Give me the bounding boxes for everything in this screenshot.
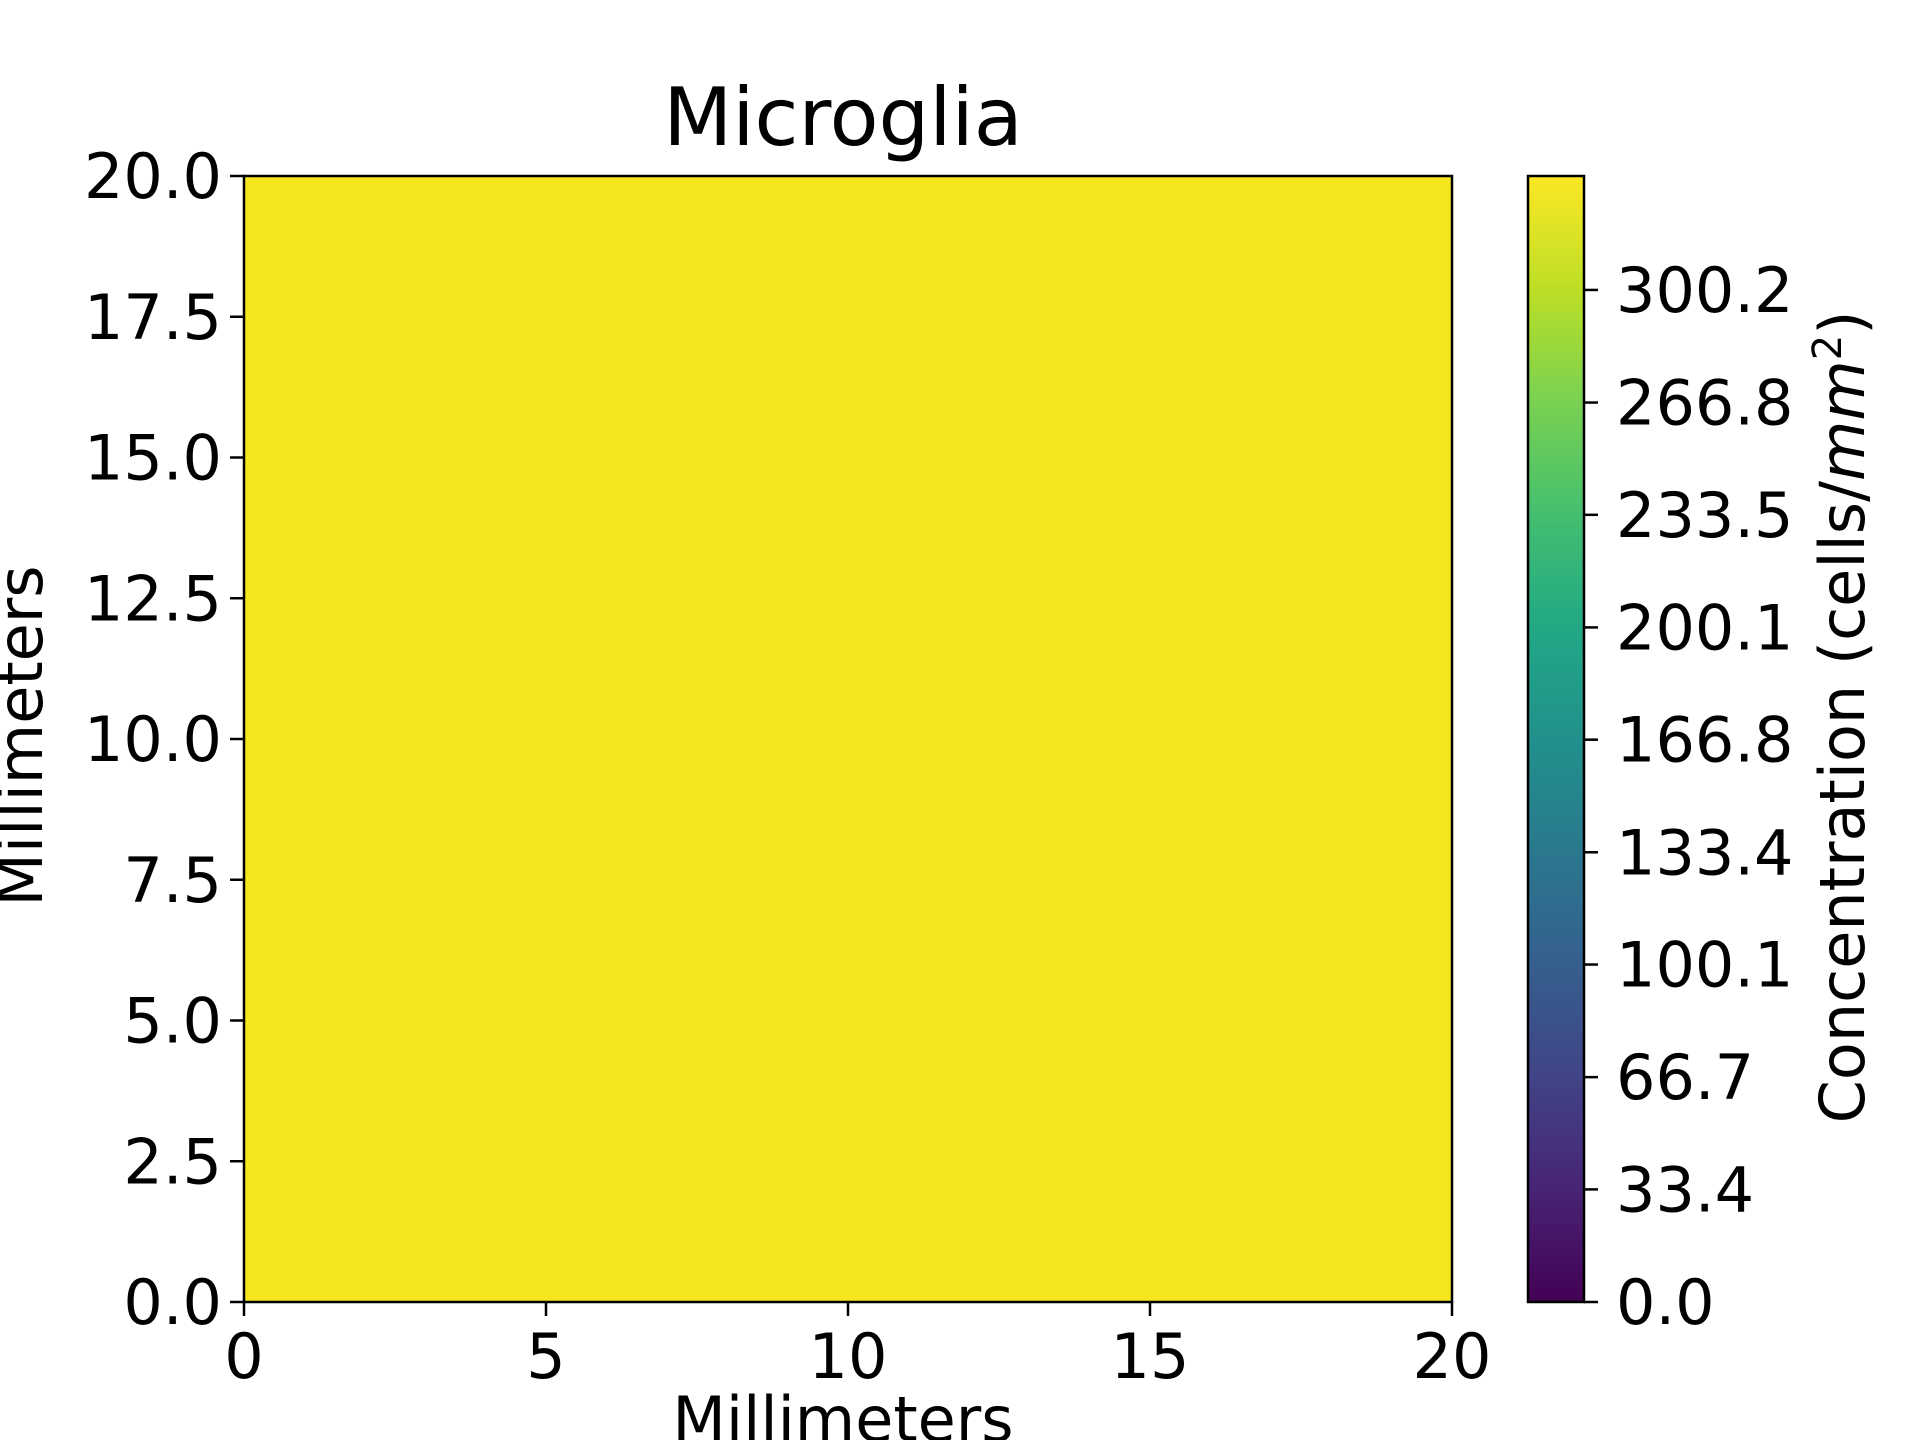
colorbar-tick-label: 266.8 bbox=[1616, 367, 1794, 440]
colorbar-ticks: 0.0 33.4 66.7 100.1 133.4 166.8 200.1 233.5 266.… bbox=[1584, 254, 1794, 1339]
x-tick-label: 0 bbox=[224, 1320, 263, 1393]
colorbar-label: Concentration (cells/mm2) bbox=[1805, 311, 1879, 1124]
y-tick-label: 17.5 bbox=[84, 281, 222, 354]
x-tick-label: 10 bbox=[809, 1320, 888, 1393]
x-tick-label: 5 bbox=[526, 1320, 565, 1393]
colorbar-tick-label: 0.0 bbox=[1616, 1266, 1715, 1339]
colorbar-label-suffix: ) bbox=[1806, 311, 1879, 335]
colorbar-tick-label: 166.8 bbox=[1616, 704, 1794, 777]
y-tick-label: 15.0 bbox=[84, 422, 222, 495]
x-tick-label: 20 bbox=[1413, 1320, 1492, 1393]
x-tick-label: 15 bbox=[1111, 1320, 1190, 1393]
y-tick-label: 10.0 bbox=[84, 703, 222, 776]
colorbar-tick-label: 100.1 bbox=[1616, 929, 1794, 1002]
y-tick-label: 0.0 bbox=[123, 1266, 222, 1339]
heatmap-field bbox=[244, 176, 1452, 1302]
y-tick-label: 2.5 bbox=[123, 1125, 222, 1198]
y-axis-label: Millimeters bbox=[0, 565, 57, 906]
colorbar-tick-label: 133.4 bbox=[1616, 816, 1794, 889]
colorbar-tick-label: 33.4 bbox=[1616, 1153, 1754, 1226]
x-axis-label: Millimeters bbox=[672, 1383, 1013, 1440]
y-axis: 0.0 2.5 5.0 7.5 10.0 12.5 15.0 17.5 20.0 bbox=[84, 140, 244, 1339]
colorbar-tick-label: 200.1 bbox=[1616, 591, 1794, 664]
colorbar-label-prefix: Concentration (cells/ bbox=[1806, 481, 1879, 1123]
plot-area bbox=[242, 174, 1454, 1304]
colorbar-tick-label: 66.7 bbox=[1616, 1041, 1754, 1114]
y-tick-label: 12.5 bbox=[84, 562, 222, 635]
y-tick-label: 5.0 bbox=[123, 985, 222, 1058]
colorbar-tick-label: 300.2 bbox=[1616, 254, 1794, 327]
chart-title: Microglia bbox=[663, 71, 1023, 164]
colorbar: 0.0 33.4 66.7 100.1 133.4 166.8 200.1 233.5 266.… bbox=[1526, 174, 1879, 1339]
colorbar-tick-label: 233.5 bbox=[1616, 479, 1794, 552]
colorbar-label-exponent: 2 bbox=[1805, 335, 1851, 360]
x-axis: 0 5 10 15 20 bbox=[224, 1302, 1491, 1393]
colorbar-label-unit: mm bbox=[1806, 360, 1879, 481]
y-tick-label: 20.0 bbox=[84, 140, 222, 213]
y-tick-label: 7.5 bbox=[123, 844, 222, 917]
colorbar-gradient bbox=[1528, 176, 1584, 1302]
